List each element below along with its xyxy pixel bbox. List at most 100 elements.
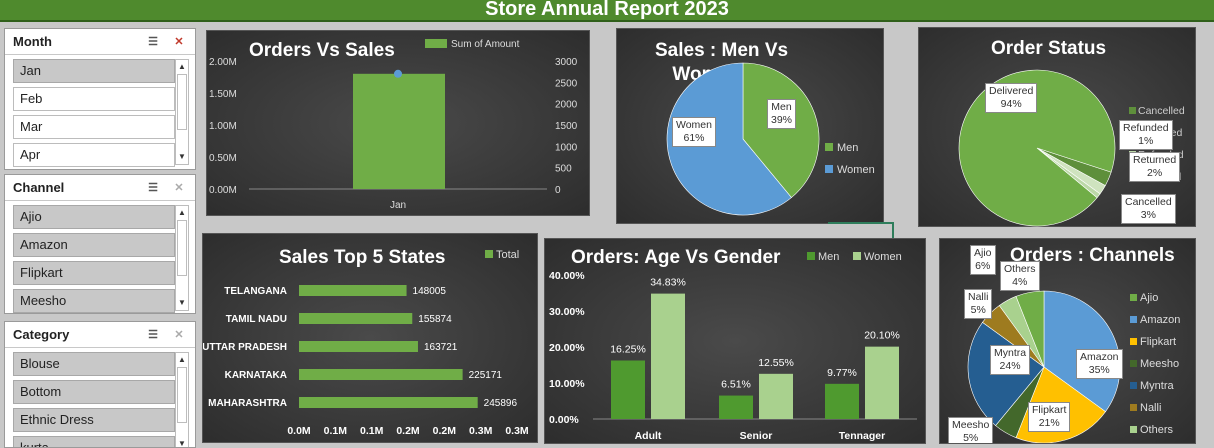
slicer-category-item-bottom[interactable]: Bottom <box>13 380 175 404</box>
scroll-thumb[interactable] <box>177 367 187 423</box>
slicer-month-item-mar[interactable]: Mar <box>13 115 175 139</box>
y-tick-label: 1.00M <box>209 121 237 132</box>
multi-select-icon[interactable]: ☰ <box>148 36 158 48</box>
x-tick-label: 0.1M <box>324 425 348 437</box>
scroll-down-icon[interactable]: ▼ <box>178 298 186 307</box>
scroll-up-icon[interactable]: ▲ <box>178 355 186 364</box>
label-text: Refunded <box>1123 122 1169 134</box>
y-tick-label: MAHARASHTRA <box>208 398 287 409</box>
clear-filter-icon[interactable]: ✕ <box>174 36 184 48</box>
slicer-month-item-jan[interactable]: Jan <box>13 59 175 83</box>
chart-channels[interactable]: Orders : Channels Ajio Amazon Flipkart Mees… <box>939 238 1196 444</box>
chart-sales-men-women[interactable]: Sales : Men Vs Women Men Women Men 39% W… <box>616 28 884 224</box>
chart-title: Orders : Channels <box>1010 245 1175 266</box>
multi-select-icon[interactable]: ☰ <box>148 329 158 341</box>
bar-adult-women[interactable] <box>651 293 685 419</box>
slicer-month-scrollbar[interactable]: ▲ ▼ <box>175 59 189 165</box>
label-pct: 1% <box>1138 135 1154 147</box>
label-pct: 5% <box>963 432 979 444</box>
bar-senior-women[interactable] <box>759 373 793 419</box>
legend-men: Men <box>818 251 839 263</box>
multi-select-icon[interactable]: ☰ <box>148 182 158 194</box>
y-tick-label: 0.00M <box>209 185 237 196</box>
x-tick-label: 0.1M <box>360 425 384 437</box>
slicer-category-scrollbar[interactable]: ▲ ▼ <box>175 352 189 448</box>
label-pct: 24% <box>999 360 1021 372</box>
y-tick-label: 1.50M <box>209 89 237 100</box>
bar-tennager-women[interactable] <box>865 346 899 419</box>
data-label-myntra: Myntra 24% <box>990 345 1031 375</box>
slicer-channel-item-amazon[interactable]: Amazon <box>13 233 175 257</box>
y-tick-label: 30.00% <box>549 306 585 318</box>
scroll-up-icon[interactable]: ▲ <box>178 208 186 217</box>
scroll-up-icon[interactable]: ▲ <box>178 62 186 71</box>
slicer-month-item-apr[interactable]: Apr <box>13 143 175 167</box>
slicer-category-item-kurta[interactable]: kurta <box>13 436 175 447</box>
legend-swatch <box>1130 338 1137 345</box>
data-label-meesho: Meesho 5% <box>948 417 994 444</box>
legend-label: Meesho <box>1140 358 1179 370</box>
data-label-women: Women 61% <box>672 117 716 147</box>
pie-slice-women[interactable] <box>666 62 792 216</box>
chart-age-gender[interactable]: Orders: Age Vs Gender Men Women 0.00% 10.… <box>544 238 926 444</box>
scroll-thumb[interactable] <box>177 220 187 276</box>
label-pct: 4% <box>1012 276 1028 288</box>
chart-orders-vs-sales[interactable]: Orders Vs Sales Sum of Amount 0.00M 0.50M… <box>206 30 590 216</box>
y-tick-label: 0.50M <box>209 153 237 164</box>
clear-filter-icon[interactable]: ✕ <box>174 329 184 341</box>
label-pct: 2% <box>1147 167 1163 179</box>
bar-jan-sales[interactable] <box>353 73 445 189</box>
x-tick-label: Senior <box>740 430 773 442</box>
x-tick-label: 0.0M <box>287 425 311 437</box>
slicer-channel-scrollbar[interactable]: ▲ ▼ <box>175 205 189 311</box>
legend-swatch <box>1129 107 1136 114</box>
clear-filter-icon[interactable]: ✕ <box>174 182 184 194</box>
slicer-channel-item-flipkart[interactable]: Flipkart <box>13 261 175 285</box>
point-jan-orders[interactable] <box>394 69 402 78</box>
y2-tick-label: 1500 <box>555 121 578 132</box>
chart-title: Sales Top 5 States <box>279 247 446 268</box>
bar-karnataka[interactable] <box>299 369 463 380</box>
legend-swatch <box>1130 404 1137 411</box>
bar-tennager-men[interactable] <box>825 383 859 419</box>
label-pct: 21% <box>1038 417 1060 429</box>
y2-tick-label: 3000 <box>555 57 578 68</box>
bar-telangana[interactable] <box>299 285 407 296</box>
legend-label: Others <box>1140 424 1174 436</box>
legend-swatch <box>425 39 447 48</box>
chart-order-status[interactable]: Order Status CancelledDeliveredRefundedR… <box>918 27 1196 227</box>
data-label: 6.51% <box>721 379 751 391</box>
label-text: Returned <box>1133 154 1177 166</box>
chart-top-states[interactable]: Sales Top 5 States Total TELANGANA 148005… <box>202 233 538 443</box>
x-tick-label: Tennager <box>839 430 885 442</box>
pie-slice-men[interactable] <box>742 62 820 198</box>
data-label: 20.10% <box>864 330 900 342</box>
x-tick-label: 0.3M <box>469 425 493 437</box>
pie-slice-ajio[interactable] <box>1015 290 1045 368</box>
x-tick-label: 0.2M <box>433 425 457 437</box>
slicer-channel-item-ajio[interactable]: Ajio <box>13 205 175 229</box>
legend-swatch-women <box>853 252 861 260</box>
slicer-channel-item-meesho[interactable]: Meesho <box>13 289 175 313</box>
scroll-thumb[interactable] <box>177 74 187 130</box>
bar-tamil-nadu[interactable] <box>299 313 413 324</box>
scroll-down-icon[interactable]: ▼ <box>178 152 186 161</box>
scroll-down-icon[interactable]: ▼ <box>178 439 186 448</box>
bar-adult-men[interactable] <box>611 360 645 420</box>
label-pct: 5% <box>970 304 986 316</box>
label-pct: 39% <box>771 114 793 126</box>
legend-label: Myntra <box>1140 380 1175 392</box>
legend-swatch-men <box>807 252 815 260</box>
bar-uttar-pradesh[interactable] <box>299 341 418 352</box>
legend-label: Ajio <box>1140 292 1158 304</box>
slicer-month-item-feb[interactable]: Feb <box>13 87 175 111</box>
legend-swatch <box>1130 426 1137 433</box>
label-text: Women <box>676 119 712 131</box>
legend-swatch <box>1130 316 1137 323</box>
label-text: Men <box>771 101 792 113</box>
bar-senior-men[interactable] <box>719 395 753 419</box>
slicer-category-item-ethnic-dress[interactable]: Ethnic Dress <box>13 408 175 432</box>
bar-maharashtra[interactable] <box>299 397 478 408</box>
data-label: 148005 <box>413 286 447 297</box>
slicer-category-item-blouse[interactable]: Blouse <box>13 352 175 376</box>
